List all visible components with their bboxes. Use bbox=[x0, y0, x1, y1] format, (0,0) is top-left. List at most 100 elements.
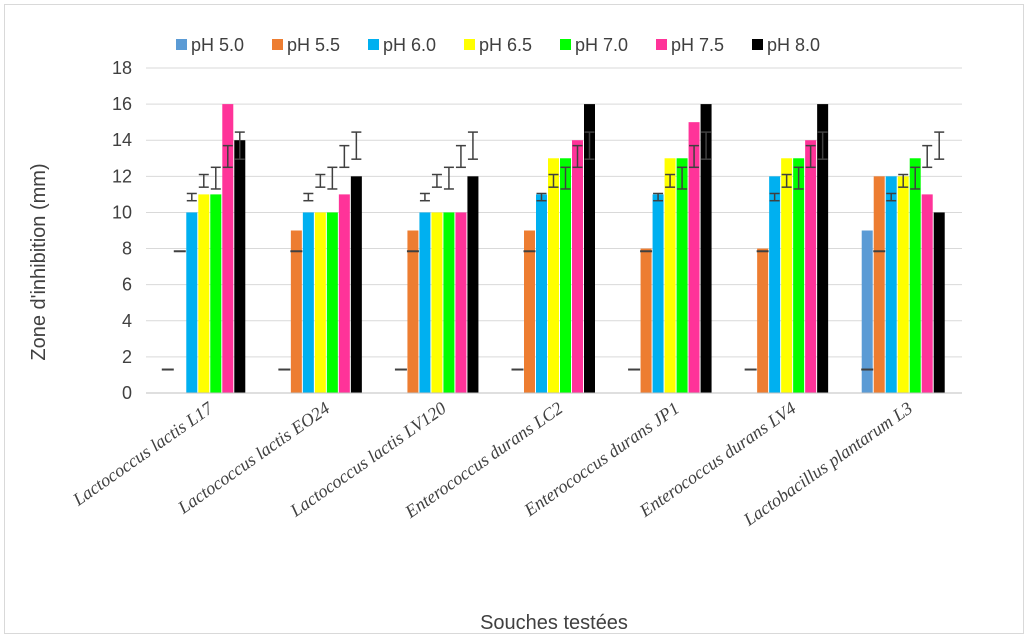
error-bar bbox=[327, 166, 338, 190]
y-tick-label: 12 bbox=[112, 166, 132, 186]
error-bar bbox=[443, 166, 454, 190]
error-bar bbox=[910, 166, 921, 190]
bar bbox=[640, 248, 652, 393]
y-axis-title: Zone d'inhibition (mm) bbox=[28, 163, 50, 360]
error-bar bbox=[210, 166, 221, 190]
legend-item: pH 5.5 bbox=[272, 35, 340, 55]
bar bbox=[234, 140, 246, 393]
y-tick-label: 10 bbox=[112, 202, 132, 222]
error-bar bbox=[560, 166, 571, 190]
legend-item: pH 7.5 bbox=[656, 35, 724, 55]
legend-swatch bbox=[752, 39, 763, 50]
bar bbox=[664, 158, 676, 393]
error-bar bbox=[922, 144, 933, 169]
legend-swatch bbox=[368, 39, 379, 50]
error-bar bbox=[689, 144, 700, 169]
bar bbox=[210, 194, 222, 393]
bar bbox=[314, 212, 326, 393]
bar bbox=[222, 104, 234, 393]
bar bbox=[455, 212, 467, 393]
error-bar bbox=[793, 166, 804, 190]
bar bbox=[584, 104, 595, 393]
bar bbox=[467, 176, 479, 393]
chart-frame bbox=[4, 4, 1024, 634]
bar bbox=[817, 104, 829, 393]
error-bar bbox=[805, 144, 816, 169]
y-tick-label: 2 bbox=[122, 347, 132, 367]
legend-label: pH 6.0 bbox=[383, 35, 436, 55]
legend-item: pH 8.0 bbox=[752, 35, 820, 55]
legend-swatch bbox=[560, 39, 571, 50]
legend-item: pH 6.5 bbox=[464, 35, 532, 55]
error-bar bbox=[701, 131, 712, 160]
bar bbox=[793, 158, 805, 393]
y-tick-label: 16 bbox=[112, 94, 132, 114]
error-bar bbox=[186, 192, 197, 202]
bar bbox=[350, 176, 362, 393]
bar bbox=[921, 194, 933, 393]
legend-label: pH 5.0 bbox=[191, 35, 244, 55]
legend-swatch bbox=[272, 39, 283, 50]
bar bbox=[443, 212, 455, 393]
bar bbox=[536, 194, 547, 393]
error-bar bbox=[665, 173, 676, 188]
bar bbox=[302, 212, 314, 393]
bar bbox=[676, 158, 688, 393]
error-bar bbox=[315, 173, 326, 188]
x-axis-title: Souches testées bbox=[480, 612, 628, 634]
bar bbox=[861, 230, 873, 393]
error-bar bbox=[419, 192, 430, 202]
legend-label: pH 7.0 bbox=[575, 35, 628, 55]
legend-swatch bbox=[464, 39, 475, 50]
error-bar bbox=[677, 166, 688, 190]
error-bar bbox=[198, 173, 209, 188]
bar bbox=[198, 194, 210, 393]
bar bbox=[326, 212, 338, 393]
legend-item: pH 5.0 bbox=[176, 35, 244, 55]
legend-label: pH 6.5 bbox=[479, 35, 532, 55]
error-bar bbox=[536, 192, 547, 202]
legend-label: pH 7.5 bbox=[671, 35, 724, 55]
error-bar bbox=[653, 192, 664, 202]
bar bbox=[757, 248, 769, 393]
error-bar bbox=[781, 173, 792, 188]
bar bbox=[781, 158, 793, 393]
error-bar bbox=[222, 144, 233, 169]
error-bar bbox=[898, 173, 909, 188]
bar bbox=[909, 158, 921, 393]
legend-label: pH 8.0 bbox=[767, 35, 820, 55]
error-bar bbox=[467, 131, 478, 160]
bar bbox=[431, 212, 443, 393]
bar bbox=[548, 158, 559, 393]
bar bbox=[769, 176, 781, 393]
bar bbox=[572, 140, 583, 393]
error-bar bbox=[339, 144, 350, 169]
error-bar bbox=[351, 131, 362, 160]
error-bar bbox=[431, 173, 442, 188]
error-bar bbox=[817, 131, 828, 160]
bar bbox=[805, 140, 817, 393]
error-bar bbox=[886, 192, 897, 202]
error-bar bbox=[455, 144, 466, 169]
bar bbox=[885, 176, 897, 393]
y-tick-label: 14 bbox=[112, 130, 132, 150]
bar bbox=[688, 122, 700, 394]
bar bbox=[560, 158, 571, 393]
bar bbox=[933, 212, 945, 393]
y-tick-label: 4 bbox=[122, 311, 132, 331]
bar bbox=[700, 104, 712, 393]
bar bbox=[873, 176, 885, 393]
bar bbox=[897, 176, 909, 393]
legend-swatch bbox=[656, 39, 667, 50]
y-tick-label: 18 bbox=[112, 58, 132, 78]
bar bbox=[419, 212, 431, 393]
bar bbox=[652, 194, 664, 393]
y-tick-label: 8 bbox=[122, 239, 132, 259]
error-bars bbox=[161, 131, 945, 371]
legend-swatch bbox=[176, 39, 187, 50]
error-bar bbox=[584, 131, 595, 160]
y-tick-label: 6 bbox=[122, 275, 132, 295]
legend-item: pH 7.0 bbox=[560, 35, 628, 55]
error-bar bbox=[934, 131, 945, 160]
